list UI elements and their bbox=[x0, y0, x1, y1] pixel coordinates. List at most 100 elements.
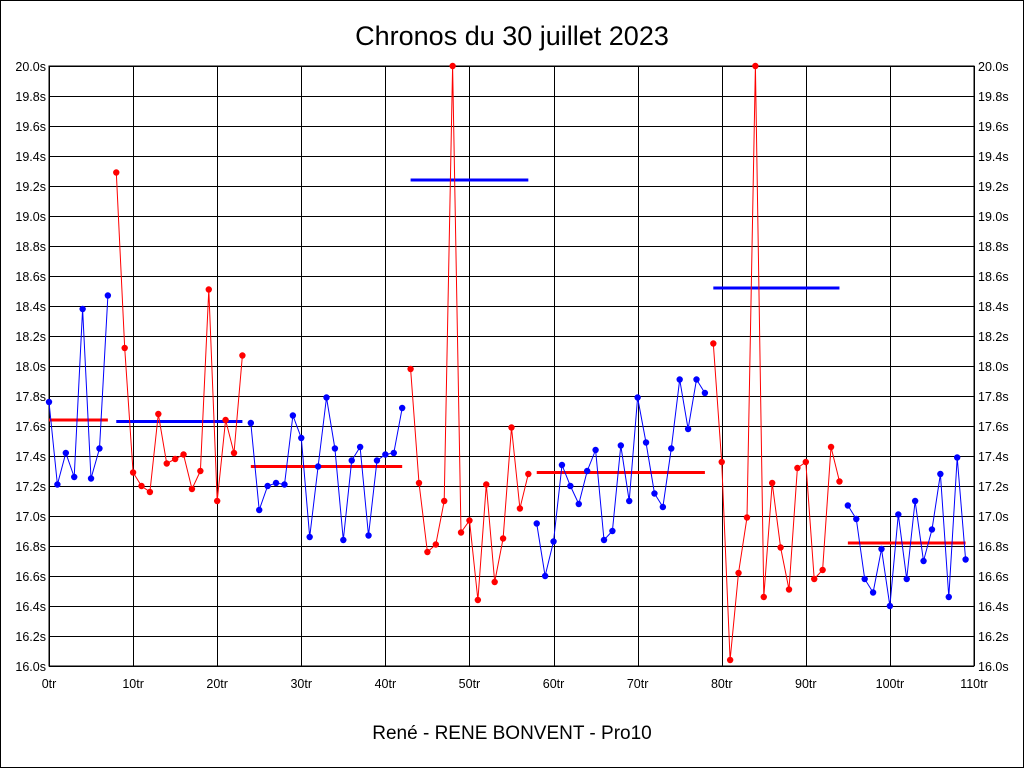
y-tick-label-right: 17.2s bbox=[978, 480, 1009, 494]
data-point bbox=[323, 394, 330, 401]
data-point bbox=[407, 365, 414, 373]
data-point bbox=[306, 533, 313, 541]
data-point bbox=[213, 497, 221, 505]
data-point bbox=[945, 593, 952, 601]
data-point bbox=[575, 500, 582, 508]
x-tick-label: 50tr bbox=[459, 677, 481, 691]
data-point bbox=[886, 602, 894, 610]
data-point bbox=[550, 538, 557, 545]
y-tick-label-left: 17.2s bbox=[15, 480, 46, 494]
series-line bbox=[115, 172, 243, 502]
y-tick-label-right: 18.8s bbox=[978, 240, 1009, 254]
y-tick-label-left: 16.8s bbox=[15, 540, 46, 554]
x-tick-label: 70tr bbox=[627, 677, 649, 691]
series-line bbox=[48, 295, 109, 485]
data-point bbox=[583, 467, 591, 475]
data-point bbox=[163, 460, 170, 467]
data-point bbox=[567, 482, 574, 490]
data-point bbox=[903, 575, 910, 583]
y-tick-label-left: 16.0s bbox=[15, 660, 46, 674]
data-point bbox=[928, 526, 936, 533]
y-tick-label-left: 16.6s bbox=[15, 570, 46, 584]
data-point bbox=[79, 305, 86, 313]
data-point bbox=[777, 544, 784, 551]
data-point bbox=[752, 62, 759, 70]
y-tick-label-right: 19.2s bbox=[978, 180, 1009, 194]
y-tick-label-left: 20.0s bbox=[15, 60, 46, 74]
x-tick-label: 20tr bbox=[206, 677, 228, 691]
data-point bbox=[45, 398, 53, 406]
data-point bbox=[600, 536, 608, 544]
data-point bbox=[441, 497, 448, 505]
x-tick-label: 90tr bbox=[795, 677, 817, 691]
data-point bbox=[827, 443, 835, 451]
data-point bbox=[609, 527, 616, 535]
data-point bbox=[155, 410, 162, 418]
data-point bbox=[760, 593, 767, 601]
y-tick-label-right: 18.6s bbox=[978, 270, 1009, 284]
data-point bbox=[180, 451, 187, 458]
data-point bbox=[794, 464, 801, 472]
data-point bbox=[340, 536, 347, 544]
data-point bbox=[104, 292, 112, 299]
y-tick-label-right: 16.6s bbox=[978, 570, 1009, 584]
y-tick-label-right: 19.0s bbox=[978, 210, 1009, 224]
y-tick-label-left: 16.2s bbox=[15, 630, 46, 644]
data-point bbox=[62, 449, 70, 457]
x-tick-label: 100tr bbox=[876, 677, 905, 691]
axis-labels: 0tr 10tr 20tr 30tr 40tr 50tr 60tr 70tr 80tr 90tr 1… bbox=[15, 60, 1008, 691]
y-tick-label-left: 17.4s bbox=[15, 450, 46, 464]
y-tick-label-right: 17.6s bbox=[978, 420, 1009, 434]
x-tick-label: 10tr bbox=[122, 677, 144, 691]
data-point bbox=[642, 439, 650, 446]
data-point bbox=[953, 454, 961, 461]
y-tick-label-left: 17.6s bbox=[15, 420, 46, 434]
x-tick-label: 110tr bbox=[960, 677, 988, 691]
y-tick-label-right: 17.4s bbox=[978, 450, 1009, 464]
data-point bbox=[811, 575, 818, 583]
data-point bbox=[390, 449, 397, 457]
data-point bbox=[491, 578, 498, 586]
data-point bbox=[819, 566, 826, 574]
y-tick-label-right: 20.0s bbox=[978, 60, 1009, 74]
chart-title: Chronos du 30 juillet 2023 bbox=[355, 21, 669, 51]
data-point bbox=[684, 425, 692, 433]
data-point bbox=[298, 434, 305, 442]
y-tick-label-left: 19.8s bbox=[15, 90, 46, 104]
y-tick-label-right: 16.0s bbox=[978, 660, 1009, 674]
data-point bbox=[483, 481, 490, 488]
data-point bbox=[710, 340, 717, 347]
data-point bbox=[962, 556, 969, 563]
data-point bbox=[289, 412, 297, 419]
y-tick-label-left: 19.2s bbox=[15, 180, 46, 194]
data-point bbox=[634, 394, 641, 401]
series-line bbox=[712, 65, 840, 661]
x-tick-label: 0tr bbox=[42, 677, 57, 691]
data-point bbox=[432, 541, 440, 548]
data-point bbox=[256, 506, 263, 514]
data-point bbox=[617, 442, 625, 449]
data-point bbox=[264, 482, 271, 490]
data-point bbox=[743, 514, 751, 521]
data-point bbox=[424, 548, 431, 556]
data-point bbox=[895, 511, 902, 518]
data-point bbox=[768, 479, 776, 487]
y-tick-label-right: 19.4s bbox=[978, 150, 1009, 164]
data-point bbox=[508, 424, 515, 431]
y-tick-label-right: 18.2s bbox=[978, 330, 1009, 344]
data-point bbox=[844, 502, 852, 509]
data-point bbox=[651, 490, 658, 497]
data-point bbox=[121, 344, 128, 352]
data-point bbox=[861, 575, 868, 583]
data-point bbox=[676, 376, 683, 383]
y-tick-label-right: 19.8s bbox=[978, 90, 1009, 104]
y-tick-label-left: 16.4s bbox=[15, 600, 46, 614]
data-point bbox=[457, 529, 465, 536]
data-point bbox=[71, 473, 78, 481]
y-tick-label-right: 17.0s bbox=[978, 510, 1009, 524]
data-point bbox=[373, 457, 381, 464]
data-point bbox=[230, 449, 238, 457]
y-tick-label-right: 16.8s bbox=[978, 540, 1009, 554]
series-line bbox=[847, 457, 967, 607]
data-point bbox=[382, 451, 389, 458]
